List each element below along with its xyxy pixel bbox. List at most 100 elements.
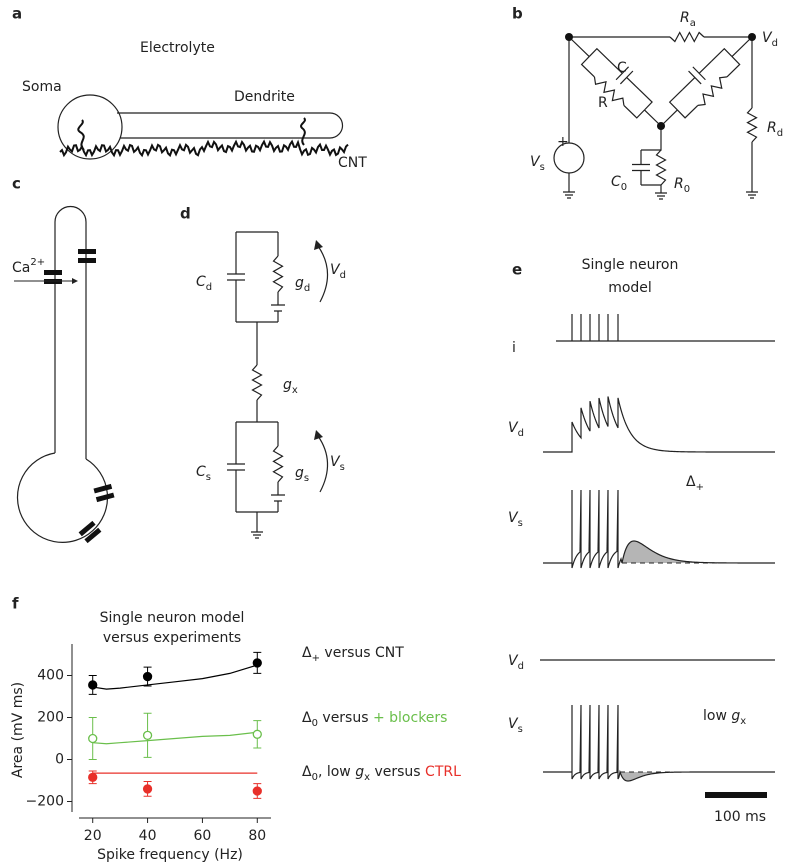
y-tick-label: −200 bbox=[26, 794, 64, 810]
resistor bbox=[669, 31, 705, 43]
text-part: Δ bbox=[686, 474, 696, 490]
label: gd bbox=[295, 275, 310, 294]
label: Dendrite bbox=[234, 89, 295, 105]
source bbox=[553, 142, 585, 174]
capacitor bbox=[632, 163, 650, 172]
y-tick-label: 0 bbox=[55, 752, 64, 768]
wire bbox=[609, 60, 640, 91]
series-label: Δ0, low gx versus CTRL bbox=[302, 764, 461, 783]
series-label: Δ+ versus CNT bbox=[302, 645, 404, 664]
y-tick-label: 400 bbox=[37, 668, 64, 684]
wire bbox=[682, 60, 712, 91]
node bbox=[565, 33, 573, 41]
label: Cs bbox=[196, 464, 211, 483]
channel bbox=[93, 483, 115, 503]
text-part: R bbox=[767, 120, 777, 136]
capacitor bbox=[615, 66, 634, 85]
wire bbox=[641, 126, 662, 151]
label: gs bbox=[295, 465, 309, 484]
label: CNT bbox=[338, 155, 367, 171]
resistor bbox=[251, 364, 263, 401]
capacitor bbox=[227, 463, 245, 471]
wire bbox=[660, 36, 753, 127]
panel-f: Single neuron model versus experiments S… bbox=[10, 610, 244, 863]
text-part: V bbox=[762, 30, 773, 46]
text-part: C bbox=[196, 274, 206, 290]
channel bbox=[78, 258, 96, 263]
label: C0 bbox=[611, 174, 627, 193]
battery bbox=[271, 494, 285, 502]
model-line bbox=[92, 664, 258, 690]
panel-label: b bbox=[512, 5, 523, 23]
text-part: d bbox=[340, 270, 346, 281]
text-part: 0 bbox=[621, 182, 627, 193]
text-part: + bbox=[696, 482, 704, 493]
wire bbox=[568, 36, 662, 127]
text-part: Δ bbox=[302, 710, 312, 726]
x-tick-label: 60 bbox=[194, 828, 212, 844]
text-part: Δ bbox=[302, 764, 312, 780]
text-part: d bbox=[304, 283, 310, 294]
resistor bbox=[593, 76, 625, 106]
series-label: Δ0 versus + blockers bbox=[302, 710, 447, 729]
label: Soma bbox=[22, 79, 62, 95]
label: Cd bbox=[196, 274, 212, 293]
label: Vs bbox=[508, 510, 523, 529]
text-part: low bbox=[703, 708, 731, 724]
text-part: 2+ bbox=[30, 257, 45, 268]
node bbox=[657, 122, 665, 130]
text-part: s bbox=[518, 518, 523, 529]
text-part: R bbox=[674, 176, 684, 192]
text-part: V bbox=[508, 716, 519, 732]
title: model bbox=[608, 280, 652, 296]
model-line bbox=[92, 731, 258, 745]
text-part: V bbox=[508, 653, 519, 669]
panel-label: a bbox=[12, 5, 22, 23]
panel-label: c bbox=[12, 175, 21, 193]
y-tick-label: 200 bbox=[37, 710, 64, 726]
text-part: , low bbox=[318, 764, 355, 780]
resistor bbox=[655, 149, 667, 186]
panel-label: e bbox=[512, 261, 522, 279]
area bbox=[622, 541, 740, 563]
panel-c: Ca2+ bbox=[12, 205, 115, 544]
text-part: g bbox=[295, 465, 304, 481]
text-part: C bbox=[196, 464, 206, 480]
wire bbox=[641, 184, 662, 193]
text-part: d bbox=[777, 128, 783, 139]
text-part: x bbox=[740, 716, 746, 727]
battery bbox=[271, 304, 285, 312]
label: C bbox=[617, 60, 627, 76]
text-part: R bbox=[680, 10, 690, 26]
label: Ra bbox=[680, 10, 696, 29]
trace bbox=[543, 396, 775, 453]
text-part: s bbox=[340, 462, 345, 473]
x-tick-label: 20 bbox=[84, 828, 102, 844]
resistor bbox=[746, 107, 758, 143]
panel-d: Cd gd Vd gx Cs gs Vs bbox=[196, 240, 346, 493]
data-point bbox=[142, 784, 153, 794]
text-part: 0 bbox=[684, 184, 690, 195]
neuron-outline bbox=[54, 205, 87, 459]
label: i bbox=[512, 340, 516, 356]
text-part: CTRL bbox=[425, 764, 461, 780]
text-part: V bbox=[330, 262, 341, 278]
arrow bbox=[317, 435, 329, 493]
data-point bbox=[252, 658, 262, 668]
x-tick-label: 80 bbox=[248, 828, 266, 844]
text-part: 0 bbox=[312, 772, 318, 783]
label: Rd bbox=[767, 120, 783, 139]
text-part: Ca bbox=[12, 260, 30, 276]
data-point bbox=[142, 730, 153, 740]
label: Vd bbox=[508, 653, 524, 672]
contact bbox=[77, 119, 85, 151]
arrowhead bbox=[314, 430, 323, 440]
data-point bbox=[88, 680, 98, 690]
text-part: s bbox=[518, 724, 523, 735]
label: R0 bbox=[674, 176, 690, 195]
text-part: d bbox=[206, 282, 212, 293]
ground bbox=[655, 192, 667, 200]
panel-e: Single neuron model i Vd Vs Δ+ Vd Vs low… bbox=[508, 257, 767, 825]
